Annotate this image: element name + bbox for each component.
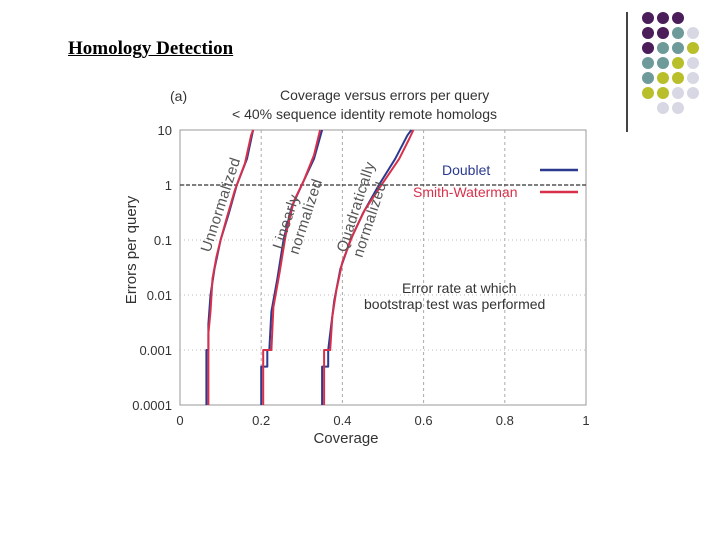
- y-tick-label: 0.1: [154, 233, 172, 248]
- x-tick-label: 0.8: [496, 413, 514, 428]
- series-layer: [205, 129, 415, 405]
- decorative-dot: [672, 87, 684, 99]
- decorative-dot: [657, 27, 669, 39]
- series-line: [323, 129, 415, 405]
- y-tick-label: 0.01: [147, 288, 172, 303]
- decorative-dot: [657, 72, 669, 84]
- x-tick-label: 1: [582, 413, 589, 428]
- decorative-dot: [687, 27, 699, 39]
- tick-labels: 0 0.2 0.4 0.6 0.8 1 0.0001 0.001 0.01 0.1 1 10: [132, 123, 589, 428]
- y-tick-label: 0.001: [139, 343, 172, 358]
- annotation-line-2: bootstrap test was performed: [364, 296, 545, 312]
- decorative-dot: [657, 42, 669, 54]
- grid-lines: [180, 130, 586, 405]
- y-tick-label: 10: [158, 123, 172, 138]
- decorative-dot: [657, 57, 669, 69]
- slide-title: Homology Detection: [68, 38, 234, 59]
- decorative-dot: [672, 102, 684, 114]
- plot-frame: [179, 129, 587, 406]
- series-line: [207, 129, 255, 405]
- series-line: [260, 129, 324, 405]
- chart-title: Coverage versus errors per query: [280, 87, 489, 103]
- decorative-dot: [642, 72, 654, 84]
- decorative-divider: [626, 12, 628, 132]
- chart-subtitle: < 40% sequence identity remote homologs: [232, 106, 497, 122]
- decorative-dot: [642, 42, 654, 54]
- decorative-dot: [687, 87, 699, 99]
- decorative-dot: [687, 42, 699, 54]
- y-tick-label: 1: [165, 178, 172, 193]
- decorative-dot: [672, 12, 684, 24]
- x-axis-label: Coverage: [313, 430, 378, 447]
- y-axis-label: Errors per query: [123, 195, 140, 304]
- y-tick-label: 0.0001: [132, 398, 172, 413]
- legend-doublet-label: Doublet: [442, 162, 490, 178]
- decorative-dot: [672, 72, 684, 84]
- annotation-line-1: Error rate at which: [402, 280, 516, 296]
- decorative-dot: [642, 57, 654, 69]
- decorative-dot: [687, 72, 699, 84]
- x-tick-label: 0.2: [252, 413, 270, 428]
- decorative-dot: [657, 12, 669, 24]
- curve-label-linear: Linearlynormalized: [270, 171, 327, 256]
- decorative-dot: [642, 27, 654, 39]
- decorative-dot: [642, 12, 654, 24]
- panel-label: (a): [170, 88, 187, 104]
- decorative-dot: [657, 87, 669, 99]
- decorative-dot: [657, 102, 669, 114]
- legend-sw-label: Smith-Waterman: [413, 184, 518, 200]
- decorative-dot-grid: [642, 12, 699, 114]
- plot-border: [179, 129, 587, 406]
- decorative-dot: [687, 57, 699, 69]
- decorative-dot: [672, 42, 684, 54]
- decorative-dot: [672, 57, 684, 69]
- series-line: [262, 129, 322, 405]
- x-tick-label: 0.6: [415, 413, 433, 428]
- decorative-dot: [642, 87, 654, 99]
- x-tick-label: 0: [176, 413, 183, 428]
- x-tick-label: 0.4: [333, 413, 351, 428]
- decorative-dot: [672, 27, 684, 39]
